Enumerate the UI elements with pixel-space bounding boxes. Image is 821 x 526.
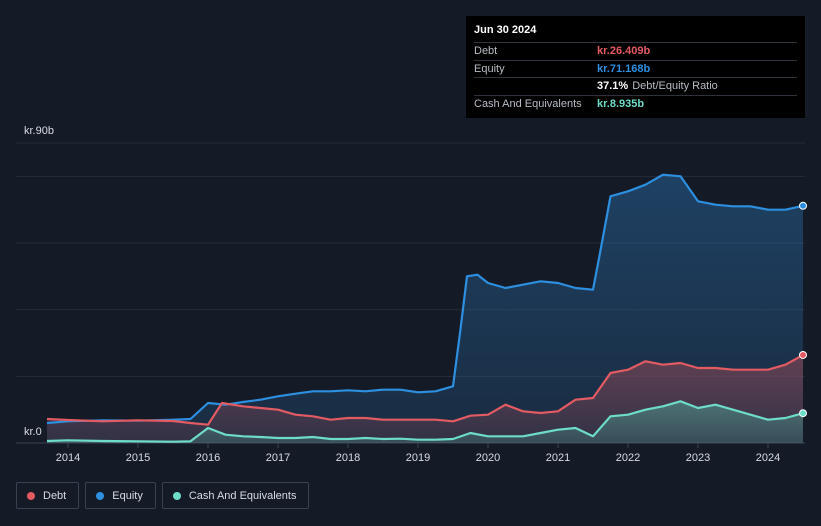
y-axis-top-label: kr.90b [24,125,54,137]
tooltip-value: 37.1% [597,80,629,93]
x-tick-label: 2014 [56,452,80,464]
x-tick-label: 2020 [476,452,500,464]
tooltip-panel: Jun 30 2024 Debt kr.26.409b Equity kr.71… [466,16,805,118]
x-tick-label: 2023 [686,452,710,464]
x-tick-label: 2018 [336,452,360,464]
x-tick-label: 2017 [266,452,290,464]
legend-label: Equity [112,489,143,502]
endpoint-cash-and-equivalents [799,409,807,418]
line-debt [46,354,804,426]
legend-item-debt[interactable]: Debt [16,482,80,509]
tooltip-value: kr.71.168b [597,62,651,75]
legend-label: Debt [43,489,67,502]
x-tick-label: 2021 [546,452,570,464]
legend-dot-icon [96,491,105,500]
area-cash-and-equivalents [47,401,803,443]
endpoint-equity [799,201,807,210]
tooltip-label: Cash And Equivalents [474,97,582,110]
legend: Debt Equity Cash And Equivalents [16,482,310,509]
legend-item-equity[interactable]: Equity [85,482,156,509]
x-tick-label: 2019 [406,452,430,464]
x-tick-label: 2015 [126,452,150,464]
tooltip-row-debt: Debt kr.26.409b [474,42,797,60]
tooltip-row-cash: Cash And Equivalents kr.8.935b [474,94,797,113]
legend-dot-icon [172,491,181,500]
series-lines [46,173,804,443]
tooltip-ratio-caption: Debt/Equity Ratio [632,80,718,93]
x-tick-label: 2022 [616,452,640,464]
tooltip-row-ratio: 37.1% Debt/Equity Ratio [474,77,797,95]
series-endpoints [799,201,807,418]
tooltip-row-equity: Equity kr.71.168b [474,59,797,78]
tooltip-value: kr.8.935b [597,97,645,110]
tooltip-date: Jun 30 2024 [474,24,537,36]
legend-dot-icon [27,491,35,500]
line-cash-and-equivalents [46,400,804,443]
endpoint-debt [799,350,807,359]
tooltip-value: kr.26.409b [597,45,651,58]
y-axis-bottom-label: kr.0 [24,426,42,438]
legend-item-cash[interactable]: Cash And Equivalents [161,482,310,509]
x-tick-label: 2024 [756,452,780,464]
x-axis-ticks: 2014 2015 2016 2017 2018 2019 2020 2021 2022 2023… [56,443,780,464]
tooltip-label: Debt [474,45,498,58]
tooltip-label: Equity [474,62,505,75]
x-tick-label: 2016 [196,452,220,464]
legend-label: Cash And Equivalents [188,489,297,502]
series-areas [47,174,803,443]
